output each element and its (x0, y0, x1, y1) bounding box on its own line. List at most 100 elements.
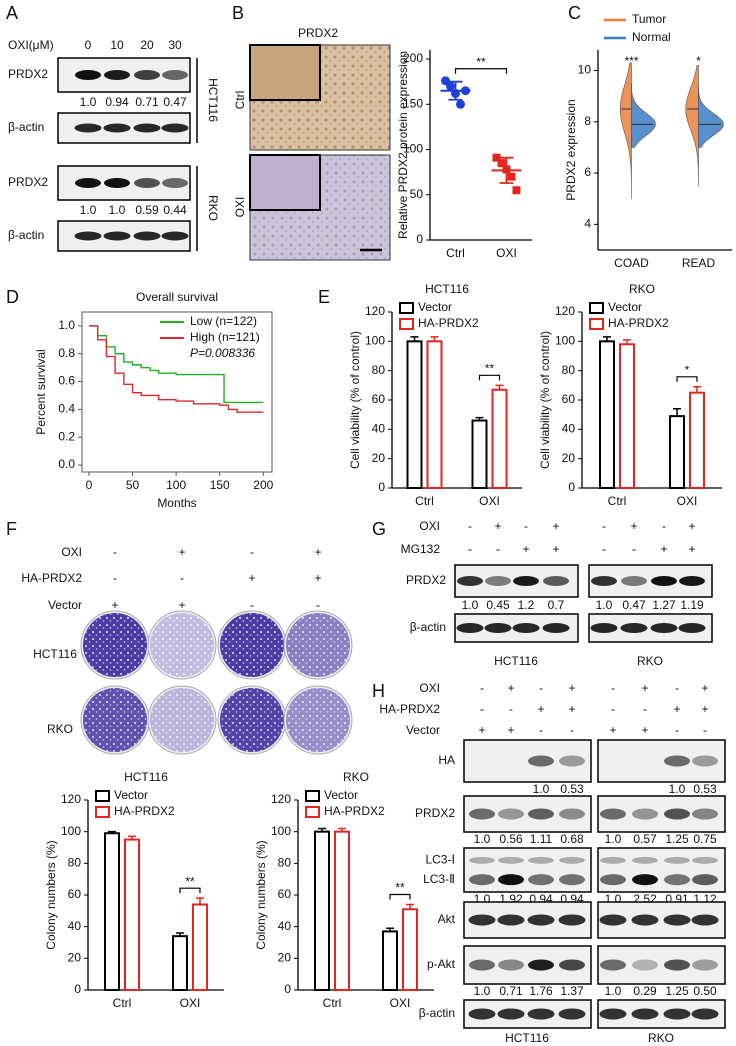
y-tick-label: 60 (68, 887, 82, 901)
quant-label: 0.53 (693, 782, 717, 796)
sign: - (611, 702, 615, 716)
quant-label: 0.68 (560, 832, 584, 846)
x-tick-label: COAD (614, 256, 649, 270)
quant-label: 1.25 (665, 984, 689, 998)
blot-band (692, 808, 718, 820)
legend-label: HA-PRDX2 (608, 316, 669, 330)
colony-texture (150, 688, 214, 752)
error-bar (386, 927, 394, 932)
blot-label: β-actin (419, 1006, 455, 1020)
violin (619, 62, 632, 200)
significance-bracket (454, 68, 508, 74)
error-bar (196, 897, 204, 905)
quant-label: 0.71 (499, 984, 523, 998)
blot-band (527, 1008, 555, 1020)
x-tick-label: READ (682, 256, 716, 270)
blot-band (559, 755, 585, 767)
significance-label: * (696, 54, 701, 68)
y-tick-label: 20 (562, 451, 576, 465)
sign: + (248, 571, 255, 585)
sign: + (507, 723, 514, 737)
y-tick-label: 40 (68, 919, 82, 933)
condition-label: Vector (48, 598, 82, 612)
cell-line-label: RKO (637, 654, 663, 668)
quant-label: 0.29 (633, 984, 657, 998)
legend-swatch (589, 302, 604, 314)
cell-line-label: RKO (648, 1031, 674, 1045)
x-tick-label: 100 (166, 478, 186, 492)
quant-label: 0.59 (135, 203, 159, 217)
blot-band (162, 178, 188, 188)
x-tick-label: 150 (210, 478, 230, 492)
quant-label: 1.27 (652, 598, 676, 612)
significance-label: ** (395, 881, 405, 895)
cell-line-label: RKO (206, 195, 220, 221)
x-tick-label: Ctrl (446, 246, 465, 260)
sign: - (539, 723, 543, 737)
sign: - (480, 702, 484, 716)
blot-band (664, 755, 690, 767)
y-tick-label: 20 (372, 451, 386, 465)
y-tick-label: 150 (403, 96, 423, 110)
bar (192, 903, 208, 991)
y-tick-label: 20 (68, 951, 82, 965)
quant-label: 1.19 (680, 598, 704, 612)
cell-line-label: HCT116 (505, 1031, 549, 1045)
dose-label: 20 (140, 38, 154, 52)
y-tick-label: 10 (578, 63, 592, 77)
x-tick-label: OXI (479, 494, 500, 508)
y-tick-label: 0.8 (58, 346, 75, 360)
y-tick-label: 100 (61, 824, 81, 838)
y-tick-label: 60 (562, 392, 576, 406)
legend-label: HA-PRDX2 (114, 804, 175, 818)
blot-band (599, 1008, 627, 1020)
treatment-label: OXI(μM) (8, 38, 54, 52)
colony-texture (220, 688, 284, 752)
significance-label: ** (485, 362, 495, 376)
violin (685, 65, 699, 187)
error-bar (128, 835, 136, 840)
colony-texture (220, 613, 284, 677)
blot-band (542, 623, 570, 633)
sign: + (688, 542, 695, 556)
blot-label: β-actin (8, 228, 44, 242)
y-tick-label: 80 (562, 363, 576, 377)
violin (698, 85, 724, 148)
legend-label: Vector (608, 300, 642, 314)
panel-letter: E (318, 287, 330, 307)
blot-band (692, 959, 718, 971)
bar (124, 838, 140, 991)
x-tick-label: OXI (677, 494, 698, 508)
sign: - (524, 519, 528, 533)
blot-band (512, 623, 540, 633)
blot-band (528, 808, 554, 820)
blot-label: LC3-Ⅱ (423, 872, 455, 886)
condition-label: OXI (61, 545, 82, 559)
blot-band (133, 231, 161, 241)
bar (334, 830, 350, 992)
sign: + (568, 702, 575, 716)
blot-band (692, 755, 718, 767)
blot-band (528, 959, 554, 971)
blot-band (600, 808, 626, 820)
quant-label: 1.0 (605, 984, 622, 998)
blot-band (513, 576, 539, 586)
blot-band (599, 914, 627, 926)
x-tick-label: Ctrl (415, 494, 434, 508)
y-axis-label: Percent survival (34, 349, 48, 434)
y-tick-label: 0.0 (58, 457, 75, 471)
y-tick-label: 200 (403, 51, 423, 65)
x-tick-label: OXI (390, 996, 411, 1010)
blot-band (103, 123, 131, 133)
sign: + (314, 545, 321, 559)
panel-letter: F (6, 519, 17, 539)
bar (491, 388, 508, 490)
blot-band (485, 576, 511, 586)
blot-band (497, 914, 525, 926)
blot-band (457, 576, 483, 586)
blot-label: p-Akt (427, 957, 456, 971)
sign: - (570, 723, 574, 737)
bar (172, 935, 188, 992)
bar (382, 930, 398, 992)
image-label: Ctrl (233, 91, 247, 110)
